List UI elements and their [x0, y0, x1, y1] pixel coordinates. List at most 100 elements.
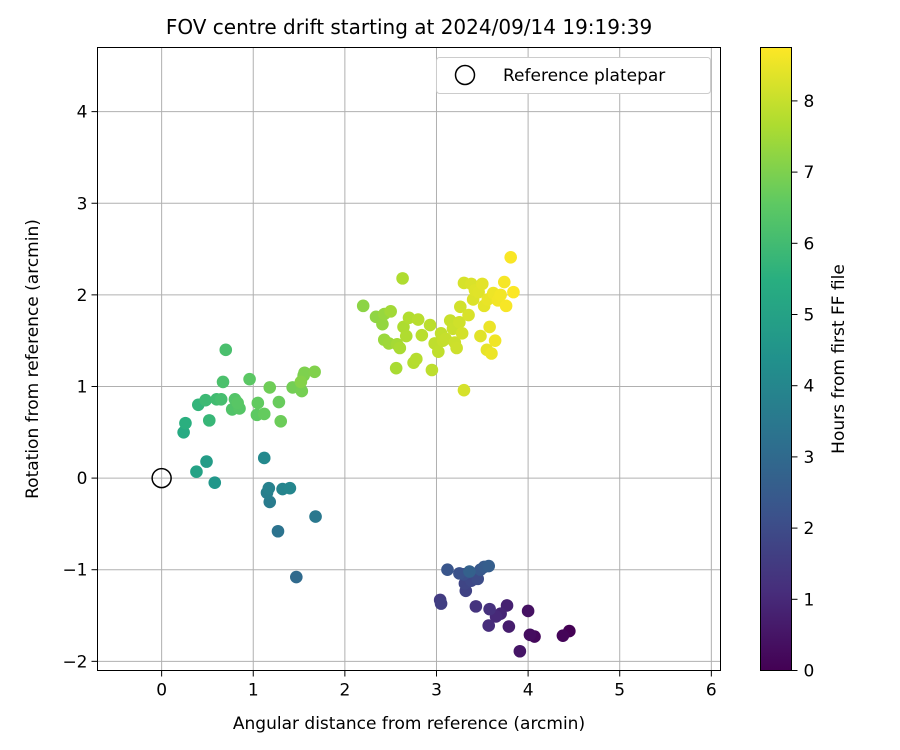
data-point — [294, 375, 308, 389]
legend: Reference platepar — [436, 57, 711, 94]
y-tick-label: −2 — [62, 652, 87, 672]
chart-title: FOV centre drift starting at 2024/09/14 … — [166, 15, 652, 39]
colorbar-tick-label: 4 — [804, 377, 815, 397]
data-point — [309, 510, 322, 523]
data-point — [384, 305, 397, 318]
colorbar-tick-label: 1 — [804, 590, 815, 610]
legend-box — [436, 57, 711, 94]
data-point — [434, 597, 448, 610]
data-point — [231, 396, 244, 410]
colorbar-gradient — [760, 47, 792, 671]
colorbar-tick-label: 2 — [804, 519, 815, 539]
data-point — [462, 308, 475, 322]
data-point — [441, 563, 454, 577]
x-tick-label: 1 — [248, 681, 259, 701]
data-point — [290, 570, 303, 584]
data-point — [216, 375, 230, 389]
data-point — [497, 275, 511, 289]
data-point — [457, 383, 471, 397]
data-point — [504, 251, 517, 264]
data-point — [399, 329, 413, 343]
data-point — [425, 363, 439, 377]
y-tick-label: 1 — [77, 377, 88, 397]
colorbar-tick-label: 3 — [804, 448, 815, 468]
grid — [97, 47, 721, 671]
data-point — [488, 334, 502, 347]
y-axis-ticks: −2 −1 0 1 2 3 4 — [62, 103, 98, 672]
x-axis-label: Angular distance from reference (arcmin) — [233, 714, 585, 734]
data-point — [483, 320, 496, 334]
data-point — [356, 299, 370, 313]
data-point — [257, 451, 271, 465]
x-tick-label: 6 — [706, 681, 717, 701]
x-tick-label: 2 — [339, 681, 350, 701]
data-point — [454, 300, 467, 314]
data-point — [502, 620, 516, 633]
colorbar-label: Hours from first FF file — [829, 264, 849, 454]
colorbar-tick-label: 5 — [804, 306, 815, 326]
data-point — [432, 345, 445, 358]
data-point — [523, 628, 537, 642]
data-point — [485, 347, 498, 360]
data-point — [219, 343, 233, 357]
data-point — [257, 407, 271, 421]
data-point — [262, 481, 276, 495]
colorbar-tick-label: 7 — [804, 163, 815, 183]
data-point — [483, 602, 496, 616]
data-point — [214, 393, 228, 406]
colorbar-tick-label: 6 — [804, 234, 815, 254]
reference-point-marker — [151, 467, 172, 489]
legend-marker — [454, 64, 476, 86]
y-tick-label: 3 — [77, 194, 88, 214]
data-point — [463, 565, 476, 578]
colorbar-ticks: 0 1 2 3 4 5 6 7 8 — [791, 92, 815, 682]
x-tick-label: 0 — [156, 681, 167, 701]
data-point — [455, 327, 469, 340]
data-point — [423, 318, 437, 332]
data-point — [179, 416, 192, 430]
data-point — [513, 644, 527, 658]
data-point — [251, 396, 265, 410]
colorbar-tick-label: 8 — [804, 92, 815, 112]
x-tick-label: 3 — [431, 681, 442, 701]
x-axis-ticks: 0 1 2 3 4 5 6 — [156, 670, 717, 701]
y-tick-label: 4 — [77, 103, 88, 123]
data-point — [243, 372, 256, 386]
data-point — [263, 381, 277, 394]
data-point — [556, 629, 570, 642]
data-point — [453, 316, 466, 329]
data-point — [474, 329, 487, 343]
data-point — [469, 600, 483, 613]
data-point — [272, 395, 286, 409]
y-tick-label: 0 — [77, 469, 88, 489]
data-point — [190, 465, 203, 478]
data-point — [450, 341, 463, 355]
data-point — [499, 299, 513, 313]
data-point — [376, 317, 389, 331]
data-points — [177, 251, 576, 658]
data-point — [411, 313, 425, 326]
data-point — [308, 365, 321, 379]
y-tick-label: 2 — [77, 286, 88, 306]
data-point — [475, 277, 489, 291]
data-point — [494, 288, 507, 302]
x-tick-label: 4 — [523, 681, 534, 701]
data-point — [415, 328, 429, 342]
data-point — [482, 559, 496, 573]
data-point — [199, 393, 212, 407]
data-point — [274, 415, 288, 428]
data-point — [507, 285, 520, 299]
data-point — [410, 352, 423, 366]
y-tick-label: −1 — [62, 561, 87, 581]
data-point — [389, 361, 403, 375]
data-point — [271, 524, 285, 538]
y-axis-label: Rotation from reference (arcmin) — [23, 219, 43, 499]
plot-frame — [97, 47, 721, 671]
data-point — [202, 414, 216, 427]
data-point — [393, 341, 407, 355]
data-point — [283, 481, 297, 495]
data-point — [200, 455, 213, 468]
colorbar-tick-label: 0 — [804, 662, 815, 682]
legend-label: Reference platepar — [503, 66, 665, 86]
